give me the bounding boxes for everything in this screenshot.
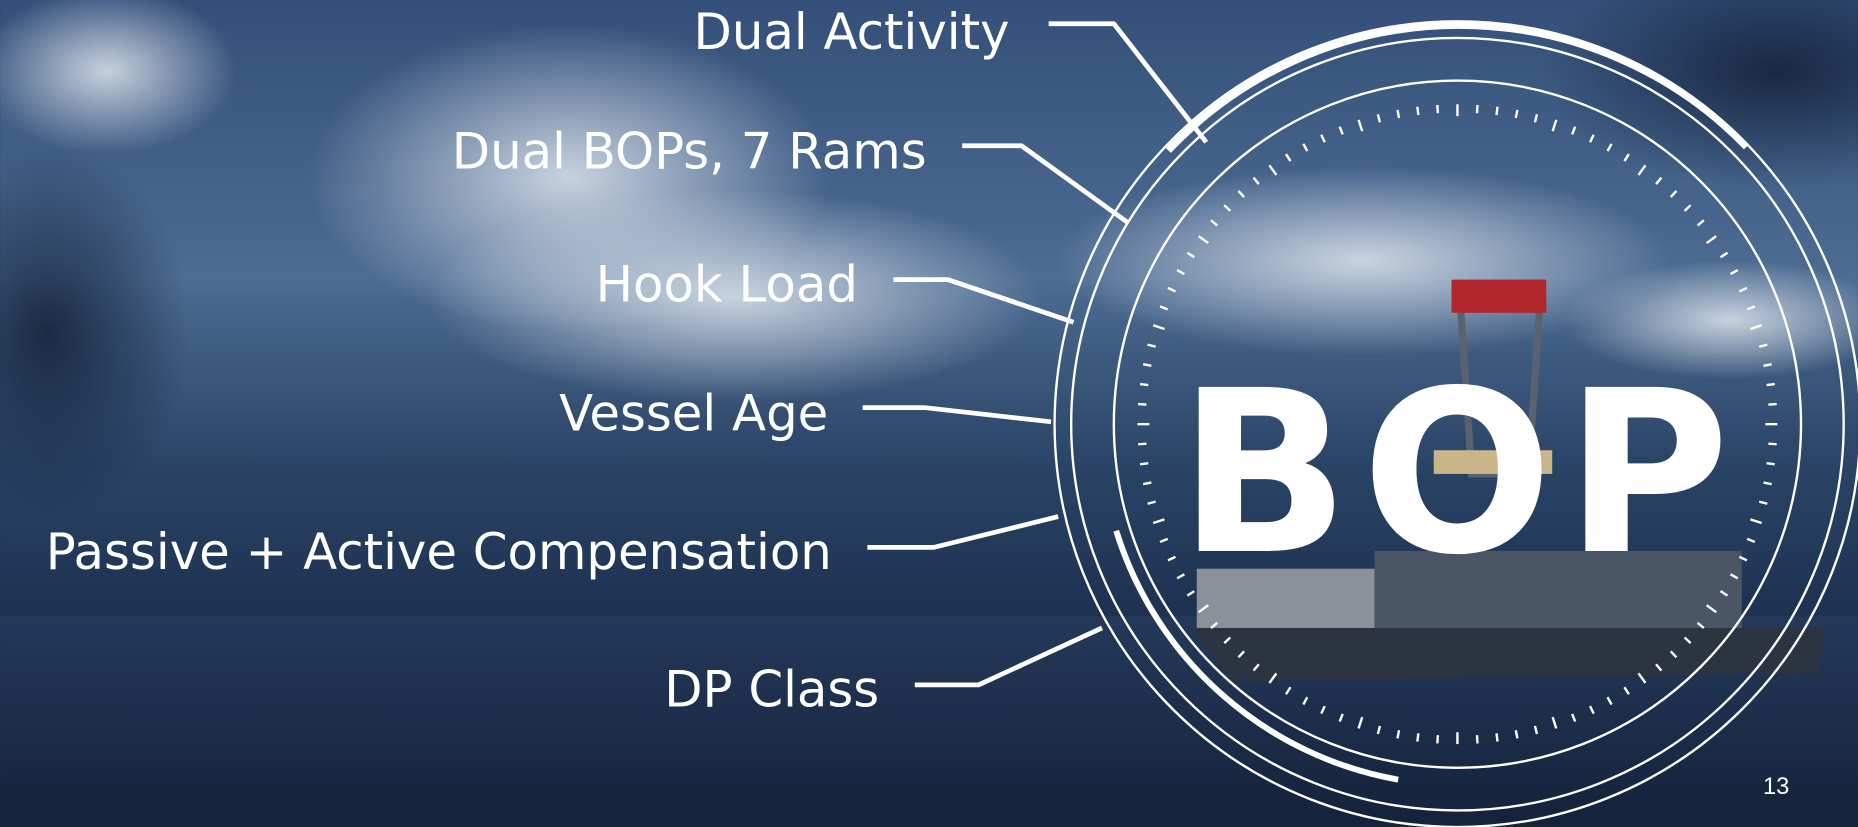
tick: [1768, 404, 1776, 405]
tick: [1496, 107, 1497, 115]
tick: [1437, 105, 1438, 113]
tick: [1397, 110, 1399, 118]
tick: [1767, 384, 1775, 385]
feature-label: Hook Load: [596, 255, 858, 313]
tick: [1140, 463, 1148, 464]
feature-label: Passive + Active Compensation: [46, 523, 832, 581]
tick: [1516, 110, 1518, 118]
tick: [1764, 364, 1772, 366]
tick: [1764, 483, 1772, 485]
tick: [1143, 364, 1151, 366]
tick: [1768, 444, 1776, 445]
page: Dual Activity Dual BOPs, 7 Rams Hook Loa…: [0, 0, 1858, 827]
tick: [1417, 733, 1418, 741]
tick: [1477, 735, 1478, 743]
feature-label: DP Class: [664, 661, 879, 719]
tick: [1767, 463, 1775, 464]
tick: [1437, 735, 1438, 743]
page-number: 13: [1763, 774, 1789, 800]
tick: [1417, 107, 1418, 115]
tick: [1496, 733, 1497, 741]
tick: [1138, 404, 1146, 405]
slide: Dual Activity Dual BOPs, 7 Rams Hook Loa…: [0, 0, 1858, 827]
feature-label: Vessel Age: [559, 385, 828, 443]
feature-label: Dual BOPs, 7 Rams: [452, 123, 927, 181]
center-title: BOP: [1178, 343, 1741, 605]
feature-label: Dual Activity: [694, 3, 1010, 61]
tick: [1397, 730, 1399, 738]
tick: [1477, 105, 1478, 113]
tick: [1143, 483, 1151, 485]
tick: [1140, 384, 1148, 385]
tick: [1516, 730, 1518, 738]
tick: [1138, 444, 1146, 445]
